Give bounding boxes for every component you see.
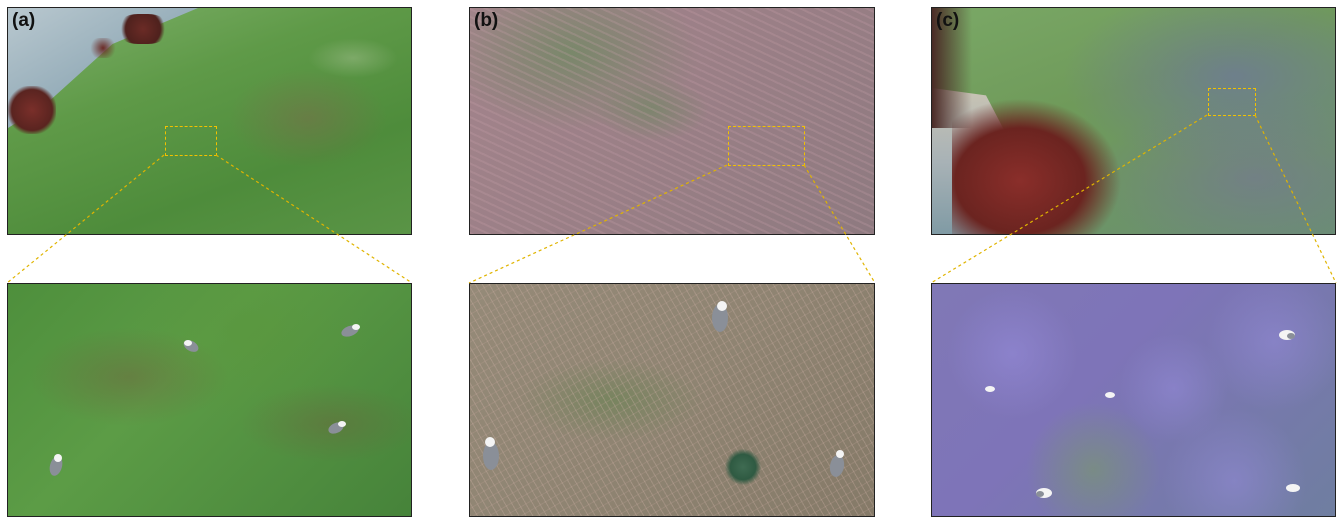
panel-b-overview: (b) <box>469 7 875 235</box>
gull-icon <box>982 382 998 400</box>
gull-icon <box>1102 388 1118 406</box>
gull-icon <box>1275 324 1299 349</box>
panel-label: (c) <box>936 10 960 31</box>
panel-label: (a) <box>12 10 36 31</box>
plant-clump <box>725 449 761 485</box>
rock-outcrop <box>118 14 168 44</box>
panel-label: (b) <box>474 10 499 31</box>
grass-patch <box>228 68 388 168</box>
gull-icon <box>44 450 70 485</box>
zoom-region-box <box>728 126 805 166</box>
zoom-region-box <box>1208 88 1256 116</box>
panel-a-zoom <box>7 283 412 517</box>
zoom-region-box <box>165 126 217 156</box>
gull-icon <box>178 332 204 363</box>
gull-icon <box>1032 482 1056 507</box>
panel-c-overview: (c) <box>931 7 1336 235</box>
gull-icon <box>478 430 504 479</box>
grass-patch <box>308 38 398 78</box>
gull-icon <box>1282 480 1304 501</box>
rock-outcrop <box>8 86 56 134</box>
rock-outcrop <box>952 98 1122 234</box>
gull-icon <box>825 444 851 485</box>
gull-icon <box>324 414 350 445</box>
rock-outcrop <box>88 38 118 58</box>
panel-b-zoom <box>469 283 875 517</box>
gull-icon <box>338 317 364 348</box>
rock-outcrop <box>932 8 972 128</box>
panel-c-zoom <box>931 283 1336 517</box>
gull-icon <box>708 296 734 341</box>
panel-a-overview: (a) <box>7 7 412 235</box>
